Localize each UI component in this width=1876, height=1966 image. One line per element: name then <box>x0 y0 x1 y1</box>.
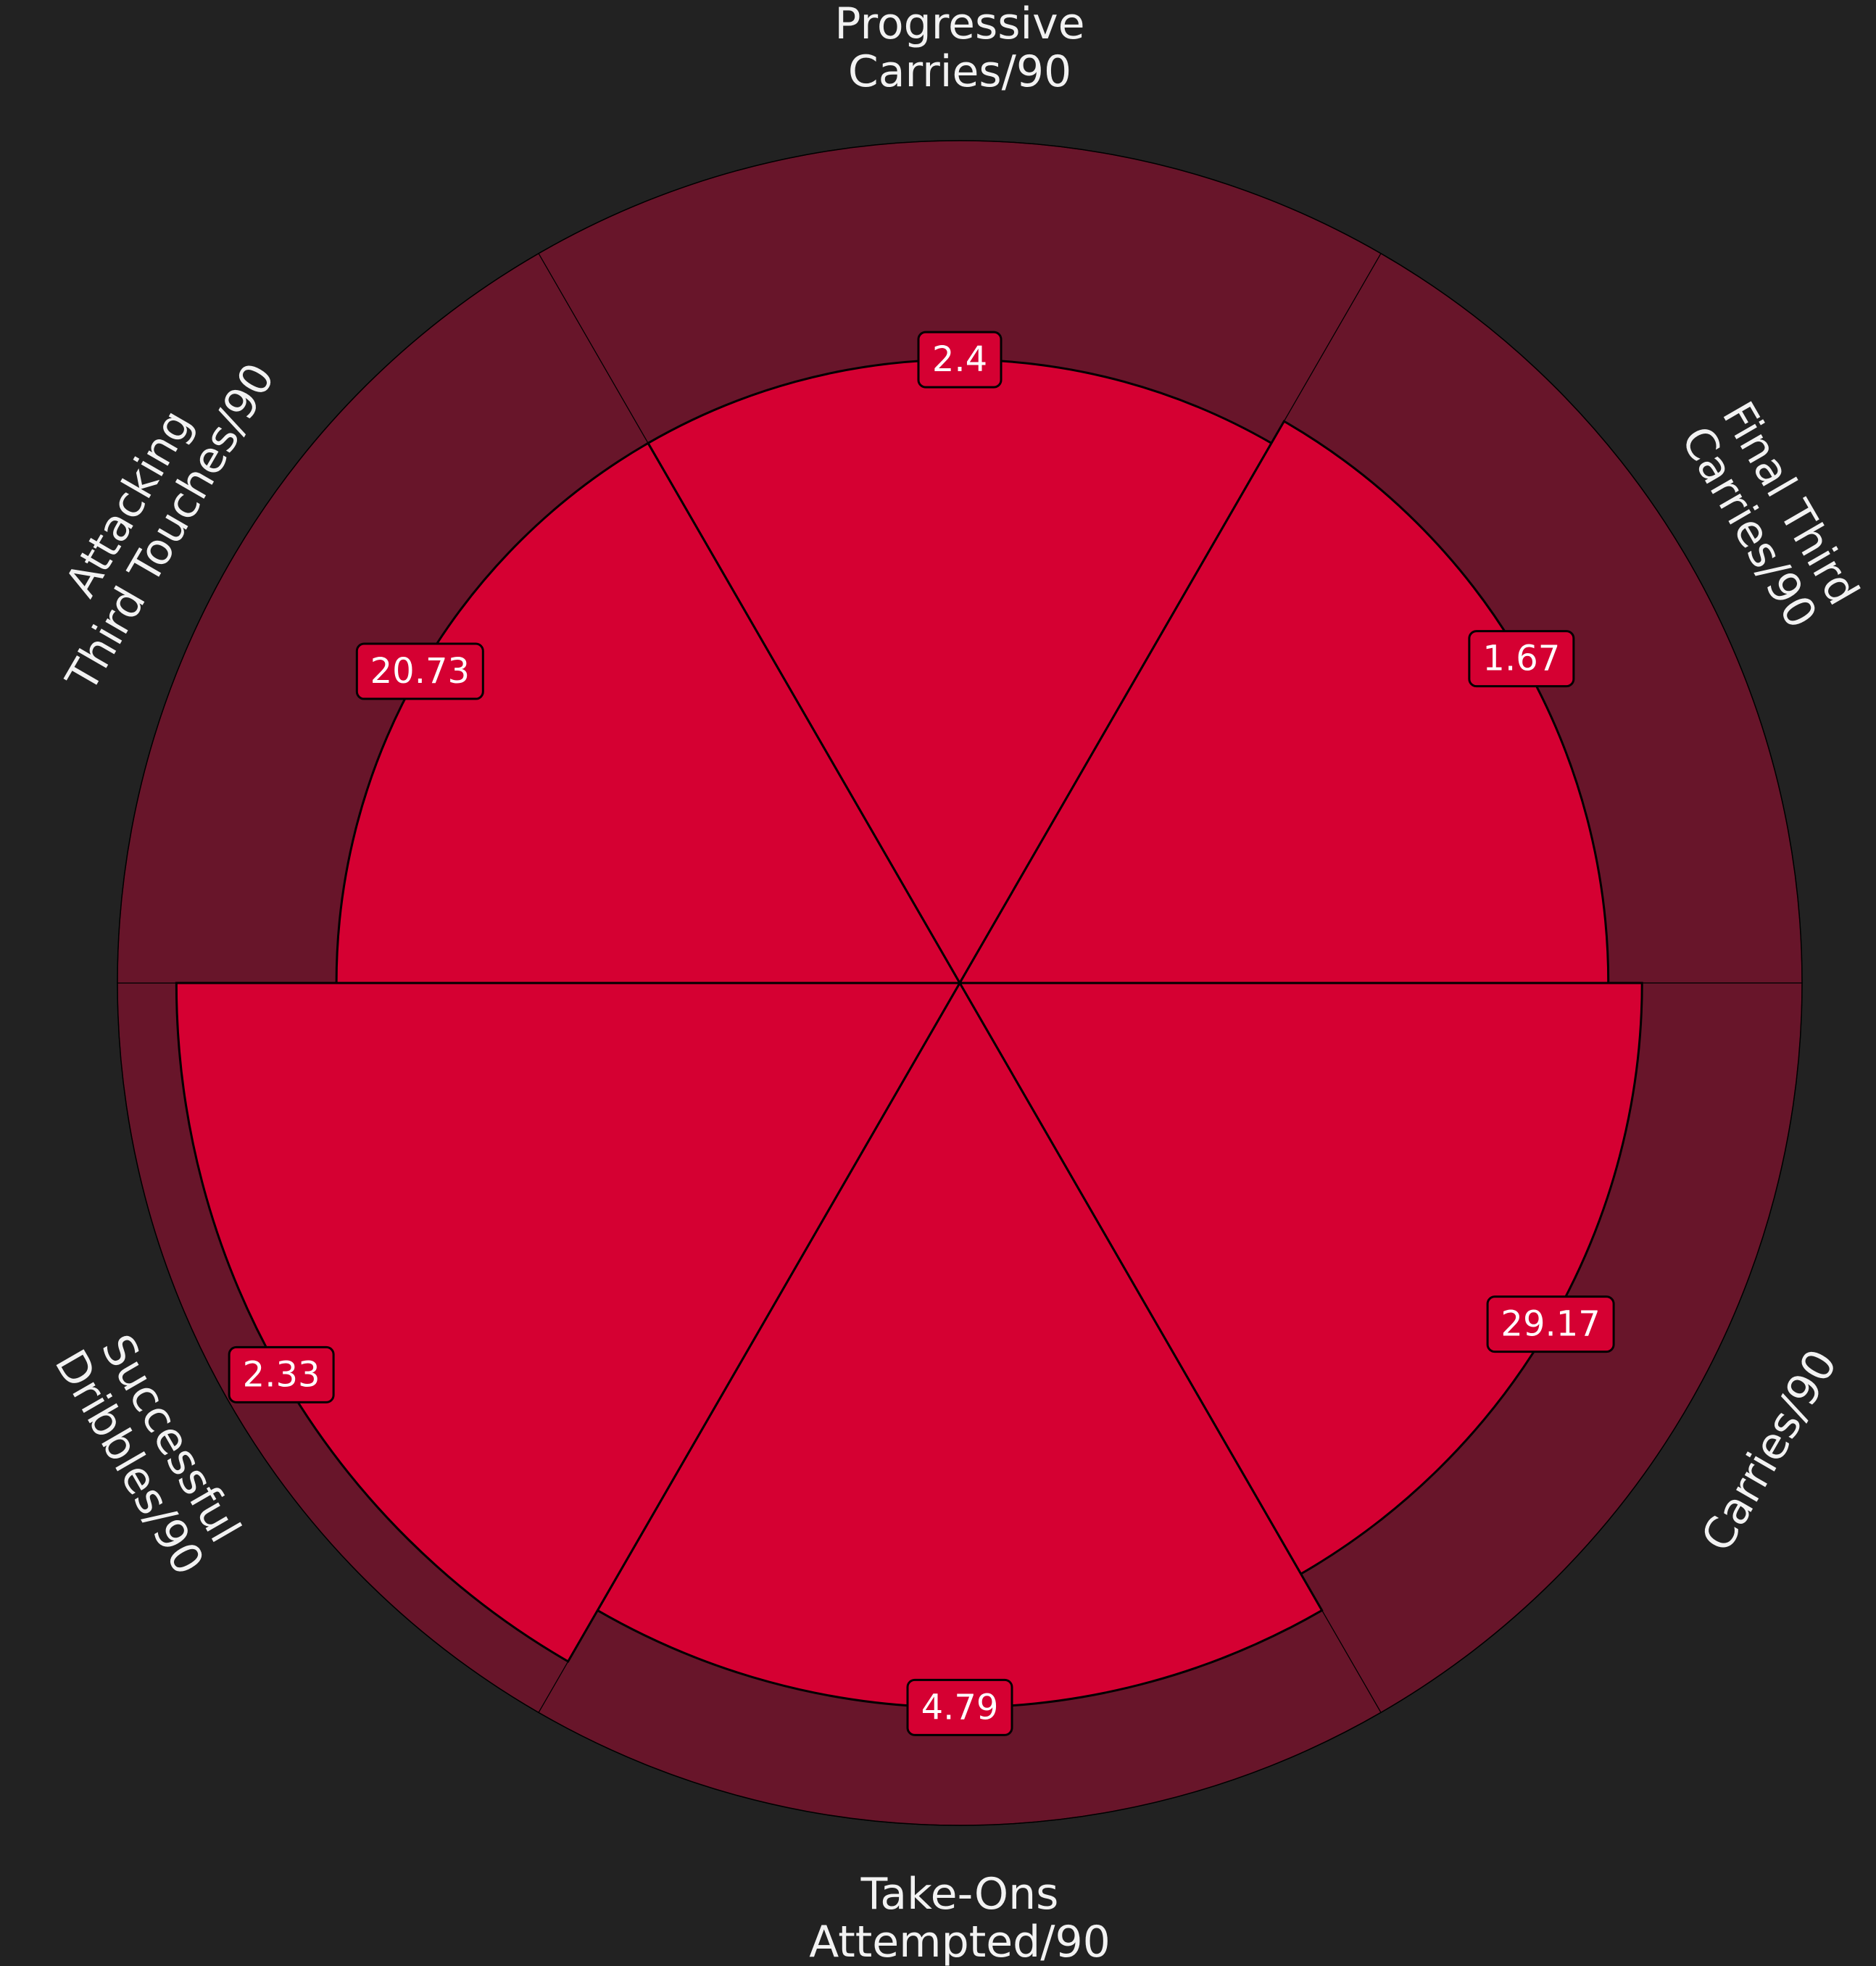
value-text-progressive-carries-90: 2.4 <box>932 339 987 380</box>
value-box-successful-dribbles-90 <box>228 1345 335 1403</box>
outer-ring <box>117 140 1803 1826</box>
value-box-take-ons-attempted-90 <box>906 1678 1013 1736</box>
value-text-final-third-carries-90: 1.67 <box>1482 639 1560 679</box>
value-box-final-third-carries-90 <box>1468 630 1575 688</box>
value-box-attacking-third-touches-90 <box>355 642 484 700</box>
value-label-carries-90: 29.17 <box>1486 1295 1615 1353</box>
value-box-carries-90 <box>1486 1295 1615 1353</box>
value-text-attacking-third-touches-90: 20.73 <box>370 651 470 692</box>
value-box-progressive-carries-90 <box>917 331 1003 389</box>
param-label-line: Attempted/90 <box>809 1917 1111 1966</box>
param-label-line: Progressive <box>834 0 1084 49</box>
param-label-line: Carries/90 <box>848 46 1071 97</box>
value-label-progressive-carries-90: 2.4 <box>917 331 1003 389</box>
value-text-take-ons-attempted-90: 4.79 <box>921 1687 999 1727</box>
value-label-successful-dribbles-90: 2.33 <box>228 1345 335 1403</box>
value-labels-layer: 2.4 1.67 29.17 4.79 2.33 20.73 <box>228 331 1615 1736</box>
param-label-progressive-carries-90: Progressive Carries/90 <box>834 0 1084 97</box>
value-label-final-third-carries-90: 1.67 <box>1468 630 1575 688</box>
value-label-attacking-third-touches-90: 20.73 <box>355 642 484 700</box>
param-label-line: Take-Ons <box>860 1869 1059 1920</box>
value-label-take-ons-attempted-90: 4.79 <box>906 1678 1013 1736</box>
param-label-take-ons-attempted-90: Take-Ons Attempted/90 <box>809 1869 1111 1966</box>
param-label-carries-90: Carries/90 <box>1692 1341 1848 1560</box>
param-label-line: Carries/90 <box>1692 1341 1848 1560</box>
value-text-carries-90: 29.17 <box>1501 1304 1600 1345</box>
value-text-successful-dribbles-90: 2.33 <box>243 1354 320 1395</box>
